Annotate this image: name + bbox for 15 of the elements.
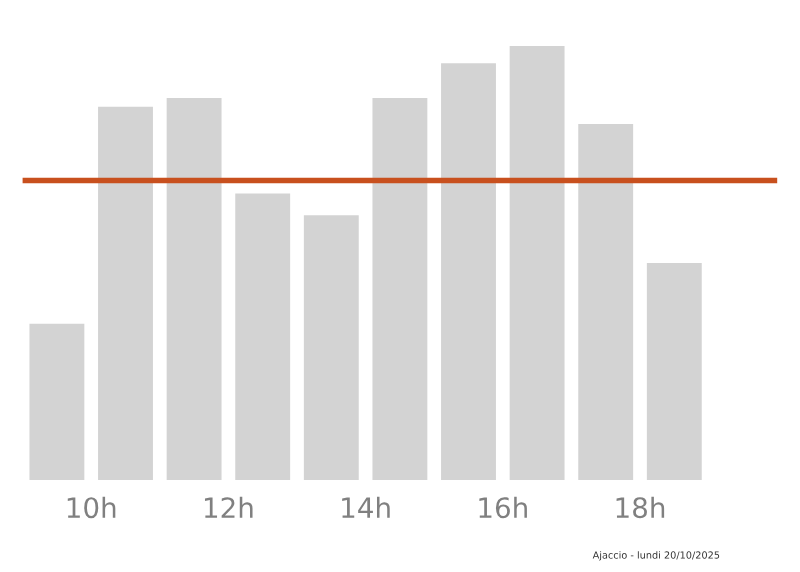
bar (166, 98, 222, 480)
x-tick-label: 10h (67, 496, 116, 519)
bar (235, 193, 291, 480)
bar (441, 63, 496, 480)
x-tick-label: 16h (479, 496, 527, 519)
x-tick-label: 18h (616, 496, 665, 519)
bar (646, 263, 702, 480)
bar (303, 215, 359, 480)
bar (29, 323, 85, 480)
bar (509, 46, 565, 480)
x-tick-label: 12h (204, 496, 253, 518)
bar (98, 106, 153, 480)
x-tick-label: 14h (342, 496, 390, 518)
bar (372, 98, 428, 480)
bar (578, 124, 634, 480)
